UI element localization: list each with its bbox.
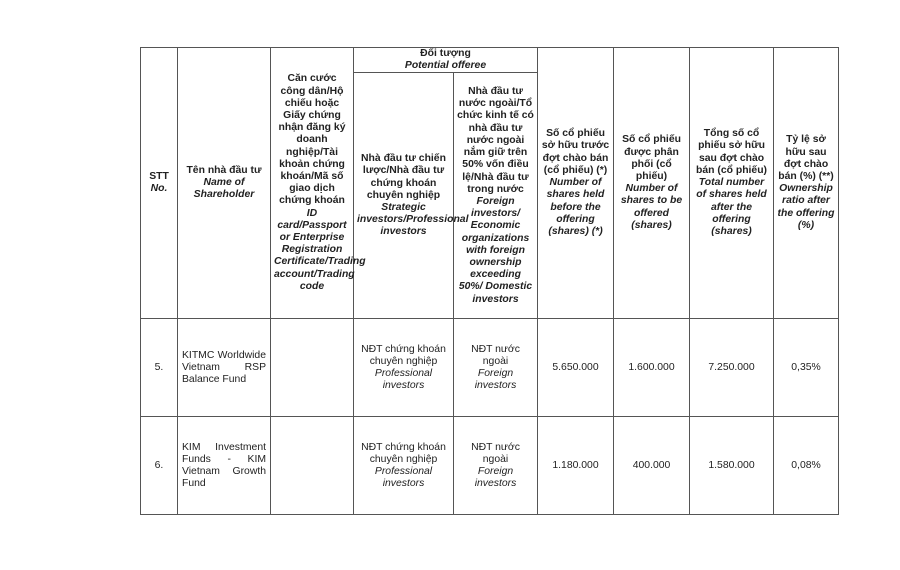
cell-name: KITMC Worldwide Vietnam RSP Balance Fund xyxy=(177,318,271,418)
cell-total: 7.250.000 xyxy=(689,318,775,418)
cell-foreign: NĐT nước ngoài Foreign investors xyxy=(452,416,539,516)
cell-strategic-vn: NĐT chứng khoán chuyên nghiệp xyxy=(361,343,446,367)
cell-before: 5.650.000 xyxy=(537,318,615,418)
cell-ratio: 0,35% xyxy=(773,318,840,418)
header-foreign-en: Foreign investors/ Economic organization… xyxy=(458,195,533,305)
cell-strategic: NĐT chứng khoán chuyên nghiệp Professiona… xyxy=(353,318,454,418)
subheader-row: Nhà đầu tư chiến lược/Nhà đầu tư chứng k… xyxy=(141,72,839,320)
header-offeree: Đối tượng Potential offeree xyxy=(352,46,539,74)
cell-stt: 6. xyxy=(140,416,178,516)
header-ratio: Tỷ lệ sở hữu sau đợt chào bán (%) (**) Ow… xyxy=(773,46,840,320)
header-ratio-en: Ownership ratio after the offering (%) xyxy=(777,183,835,231)
table-row: 6. KIM Investment Funds - KIM Vietnam Gr… xyxy=(140,416,840,516)
cell-stt: 5. xyxy=(140,318,178,418)
shareholder-table: STT No. Tên nhà đầu tư Name of Shareholder… xyxy=(140,46,840,516)
header-strategic-en: Strategic investors/Professional investo… xyxy=(357,202,469,238)
header-offered-en: Number of shares to be offered (shares) xyxy=(620,183,683,231)
cell-id xyxy=(270,318,354,418)
cell-offered: 400.000 xyxy=(613,416,691,516)
header-ratio-vn: Tỷ lệ sở hữu sau đợt chào bán (%) (**) xyxy=(778,134,834,182)
cell-id xyxy=(270,416,354,516)
cell-strategic-en: Professional investors xyxy=(374,367,433,392)
header-before: Số cổ phiếu sở hữu trước đợt chào bán (c… xyxy=(537,46,615,320)
cell-foreign-vn: NĐT nước ngoài xyxy=(471,441,520,465)
header-stt-vn: STT xyxy=(149,171,169,182)
header-strategic-vn: Nhà đầu tư chiến lược/Nhà đầu tư chứng k… xyxy=(361,153,446,201)
header-id-en: ID card/Passport or Enterprise Registrat… xyxy=(274,207,366,292)
header-stt-en: No. xyxy=(150,183,168,195)
header-offered-vn: Số cổ phiếu được phân phối (cổ phiếu) xyxy=(622,134,681,182)
header-row: STT No. Tên nhà đầu tư Name of Shareholder… xyxy=(140,46,840,320)
header-foreign-vn: Nhà đầu tư nước ngoài/Tổ chức kinh tế có… xyxy=(457,86,534,195)
header-before-en: Number of shares held before the offerin… xyxy=(546,177,605,237)
cell-strategic-en: Professional investors xyxy=(374,465,433,490)
header-offered: Số cổ phiếu được phân phối (cổ phiếu) Num… xyxy=(613,46,691,320)
cell-foreign-vn: NĐT nước ngoài xyxy=(471,343,520,367)
header-total: Tổng số cổ phiếu sở hữu sau đợt chào bán… xyxy=(689,46,775,320)
header-stt: STT No. xyxy=(140,46,178,320)
cell-ratio: 0,08% xyxy=(773,416,840,516)
cell-before: 1.180.000 xyxy=(537,416,615,516)
cell-foreign-en: Foreign investors xyxy=(474,367,517,392)
header-id: Căn cước công dân/Hộ chiếu hoặc Giấy chứ… xyxy=(270,46,366,320)
cell-strategic-vn: NĐT chứng khoán chuyên nghiệp xyxy=(361,441,446,465)
cell-foreign-en: Foreign investors xyxy=(474,465,517,490)
header-before-vn: Số cổ phiếu sở hữu trước đợt chào bán (c… xyxy=(541,128,610,176)
table-row: 5. KITMC Worldwide Vietnam RSP Balance F… xyxy=(140,318,840,418)
header-name-vn: Tên nhà đầu tư xyxy=(186,164,262,176)
header-name-en: Name of Shareholder xyxy=(193,177,255,201)
header-strategic: Nhà đầu tư chiến lược/Nhà đầu tư chứng k… xyxy=(353,72,469,320)
cell-name: KIM Investment Funds - KIM Vietnam Growt… xyxy=(177,416,271,516)
cell-strategic: NĐT chứng khoán chuyên nghiệp Professiona… xyxy=(353,416,454,516)
header-name: Tên nhà đầu tư Name of Shareholder xyxy=(177,46,271,320)
header-offeree-vn: Đối tượng xyxy=(420,48,471,59)
header-total-vn: Tổng số cổ phiếu sở hữu sau đợt chào bán… xyxy=(696,128,768,176)
header-foreign: Nhà đầu tư nước ngoài/Tổ chức kinh tế có… xyxy=(452,72,539,320)
cell-total: 1.580.000 xyxy=(689,416,775,516)
cell-foreign: NĐT nước ngoài Foreign investors xyxy=(452,318,539,418)
cell-offered: 1.600.000 xyxy=(613,318,691,418)
header-offeree-en: Potential offeree xyxy=(404,60,487,72)
header-id-vn: Căn cước công dân/Hộ chiếu hoặc Giấy chứ… xyxy=(278,73,346,207)
header-total-en: Total number of shares held after the of… xyxy=(696,177,767,237)
